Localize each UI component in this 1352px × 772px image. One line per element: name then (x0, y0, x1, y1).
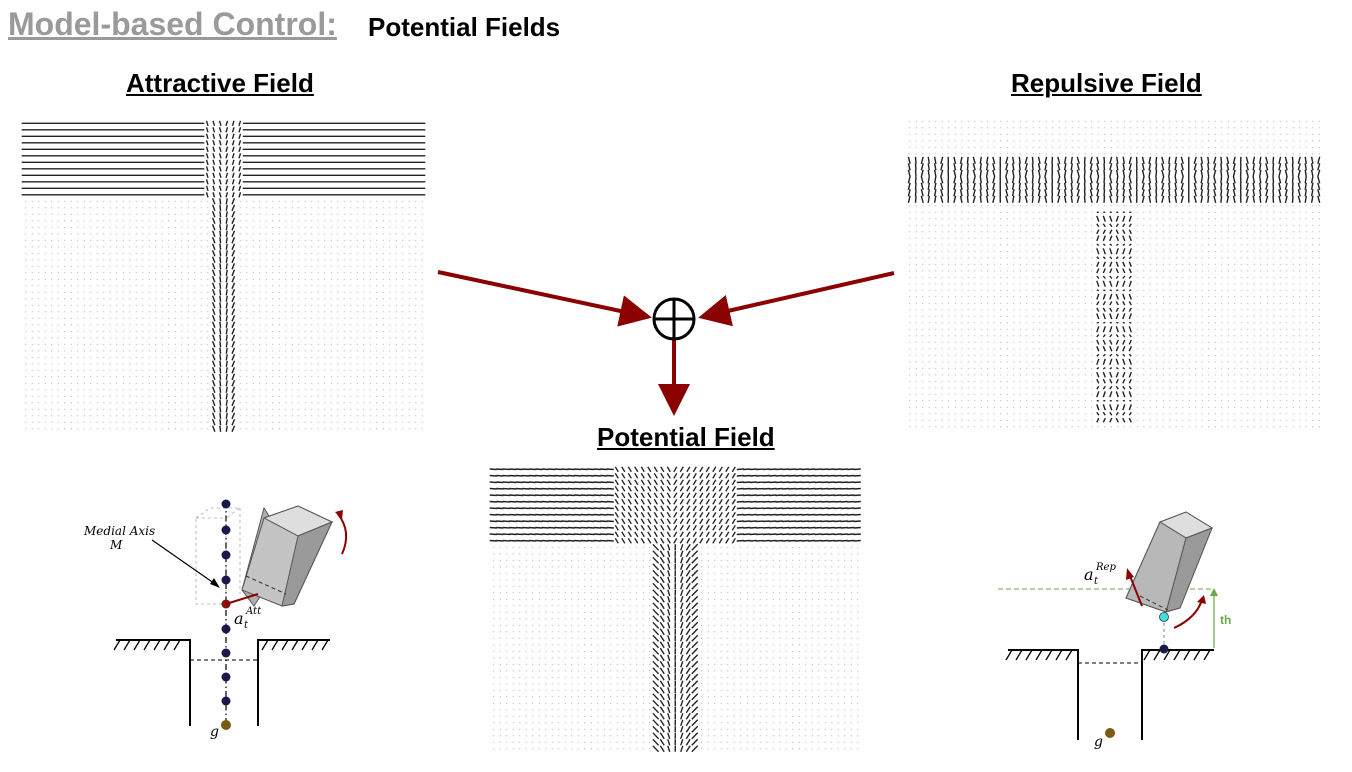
sum-symbol (652, 297, 696, 341)
medial-axis-symbol: M (109, 538, 123, 552)
repulsive-action-subscript: t (1094, 576, 1099, 587)
potential-field-title: Potential Field (597, 422, 775, 452)
potential-field-plot (489, 466, 861, 753)
attractive-to-sum-arrow (437, 270, 652, 327)
page-subtitle: Potential Fields (368, 12, 561, 42)
goal-label: g (210, 724, 219, 740)
attractive-action-superscript: Att (245, 606, 262, 617)
threshold-label: th (1220, 613, 1231, 627)
attractive-field-title: Attractive Field (126, 68, 314, 98)
repulsive-action-label: a (1084, 565, 1094, 584)
attractive-action-illustration: Medial Axis M a t Att g (83, 499, 348, 740)
combination-diagram (437, 270, 895, 416)
goal-point (1105, 728, 1115, 738)
goal-point (221, 720, 231, 730)
goal-label: g (1094, 734, 1103, 750)
attractive-action-label: a (234, 609, 244, 628)
vector-field-arrows (21, 120, 426, 433)
repulsive-action-illustration: th a t Rep g (998, 511, 1231, 750)
attractive-field-plot (21, 120, 426, 433)
vector-field-arrows (489, 466, 861, 753)
medial-axis-label: Medial Axis (83, 524, 155, 538)
repulsive-action-superscript: Rep (1095, 562, 1116, 573)
vector-field-arrows (907, 120, 1321, 428)
repulsive-field-title: Repulsive Field (1011, 68, 1202, 98)
page-title: Model-based Control: (8, 6, 337, 42)
repulsive-field-plot (907, 120, 1321, 428)
contact-point (1159, 612, 1169, 622)
attractive-action-subscript: t (244, 620, 249, 631)
repulsive-to-sum-arrow (698, 271, 895, 327)
